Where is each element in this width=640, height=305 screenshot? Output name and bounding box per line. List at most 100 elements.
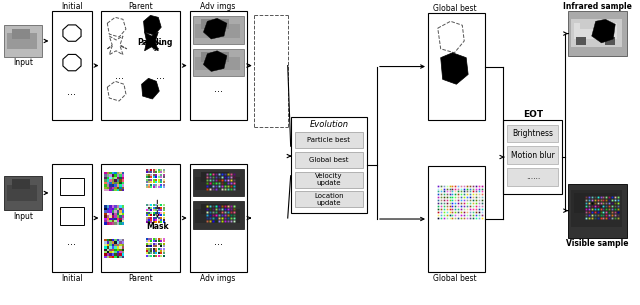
Bar — [109, 182, 112, 184]
Bar — [122, 253, 124, 256]
Bar — [119, 210, 122, 213]
Text: Input: Input — [13, 58, 33, 67]
Bar — [60, 178, 84, 196]
Bar — [109, 213, 112, 215]
Bar — [112, 249, 114, 251]
Bar — [107, 253, 109, 256]
Bar — [122, 256, 124, 258]
Bar — [202, 172, 229, 182]
Text: Location
update: Location update — [314, 193, 344, 206]
Bar — [122, 222, 124, 225]
Bar — [119, 213, 122, 215]
Bar — [294, 192, 364, 207]
Bar — [104, 220, 107, 222]
Text: Global best: Global best — [309, 157, 349, 163]
Bar — [112, 174, 114, 177]
Bar — [571, 189, 622, 227]
Bar — [119, 256, 122, 258]
Bar — [122, 179, 124, 182]
Bar — [116, 246, 119, 249]
Bar — [119, 217, 122, 220]
Bar — [574, 23, 617, 39]
Text: Padding: Padding — [138, 38, 173, 47]
Bar — [112, 220, 114, 222]
Bar — [195, 57, 239, 70]
Bar — [114, 239, 116, 241]
Bar — [116, 244, 119, 246]
Bar — [122, 239, 124, 241]
Bar — [104, 253, 107, 256]
Bar — [112, 187, 114, 189]
Bar — [112, 222, 114, 225]
Bar — [7, 33, 36, 49]
Bar — [109, 179, 112, 182]
Bar — [107, 246, 109, 249]
Bar — [119, 239, 122, 241]
Bar — [193, 49, 244, 76]
Bar — [122, 244, 124, 246]
Bar — [104, 246, 107, 249]
Bar — [114, 208, 116, 210]
Bar — [107, 189, 109, 192]
Bar — [122, 174, 124, 177]
Bar — [112, 179, 114, 182]
Bar — [119, 251, 122, 253]
Bar — [112, 184, 114, 187]
Bar — [107, 215, 109, 217]
Bar — [114, 210, 116, 213]
Bar — [122, 220, 124, 222]
Bar — [114, 256, 116, 258]
Bar — [114, 213, 116, 215]
Text: Evolution: Evolution — [309, 120, 348, 129]
Polygon shape — [204, 18, 227, 39]
Bar — [576, 37, 586, 45]
Bar — [109, 249, 112, 251]
Bar — [119, 187, 122, 189]
Bar — [112, 251, 114, 253]
Text: Global best: Global best — [433, 274, 476, 282]
Bar — [109, 177, 112, 179]
Polygon shape — [141, 32, 162, 51]
Bar — [104, 177, 107, 179]
Bar — [189, 12, 246, 120]
Bar — [114, 174, 116, 177]
Bar — [112, 182, 114, 184]
Bar — [107, 177, 109, 179]
Bar — [116, 210, 119, 213]
Text: ...: ... — [67, 87, 77, 97]
Bar — [109, 172, 112, 174]
Bar — [109, 205, 112, 208]
Bar — [109, 184, 112, 187]
Bar — [116, 182, 119, 184]
Bar — [605, 37, 615, 45]
Bar — [104, 244, 107, 246]
Bar — [116, 256, 119, 258]
Bar — [119, 220, 122, 222]
Bar — [428, 13, 485, 120]
Bar — [114, 217, 116, 220]
Bar — [104, 213, 107, 215]
Text: Initial: Initial — [61, 274, 83, 282]
Text: Global best: Global best — [433, 4, 476, 13]
Bar — [189, 164, 246, 272]
Bar — [107, 205, 109, 208]
Text: Adv imgs: Adv imgs — [200, 2, 236, 11]
Text: ...: ... — [67, 237, 77, 247]
Bar — [109, 241, 112, 244]
Bar — [195, 177, 239, 191]
Bar — [116, 174, 119, 177]
Bar — [116, 239, 119, 241]
Bar — [119, 205, 122, 208]
Bar — [114, 182, 116, 184]
Bar — [4, 176, 42, 210]
Bar — [107, 249, 109, 251]
Bar — [109, 189, 112, 192]
Bar — [114, 251, 116, 253]
Bar — [52, 12, 92, 120]
Text: Visible sample: Visible sample — [566, 239, 629, 248]
Bar — [571, 19, 622, 47]
Bar — [107, 222, 109, 225]
Bar — [112, 215, 114, 217]
Bar — [580, 19, 607, 29]
Bar — [104, 222, 107, 225]
